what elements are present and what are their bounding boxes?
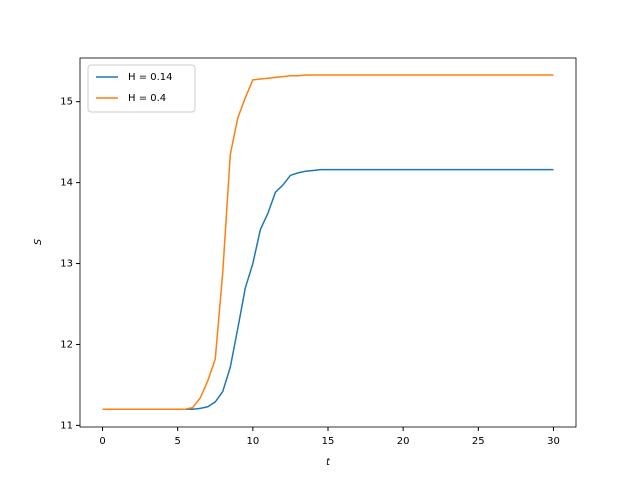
x-tick-label: 25 — [472, 436, 485, 447]
y-tick-label: 12 — [60, 339, 73, 350]
y-tick-label: 15 — [60, 97, 73, 108]
y-tick-label: 14 — [60, 178, 73, 189]
legend-label: H = 0.14 — [128, 72, 173, 83]
line-series — [102, 168, 554, 410]
x-axis-label: t — [326, 457, 331, 468]
y-tick-label: 11 — [60, 420, 73, 431]
x-tick-label: 10 — [246, 436, 259, 447]
x-tick-label: 30 — [547, 436, 560, 447]
x-tick-label: 5 — [175, 436, 181, 447]
legend-label: H = 0.4 — [128, 93, 166, 104]
plot-frame — [79, 57, 577, 428]
x-tick-label: 20 — [397, 436, 410, 447]
line-series — [102, 74, 554, 410]
y-tick-label: 13 — [60, 259, 73, 270]
y-axis-label: S — [33, 238, 44, 245]
x-tick-label: 15 — [322, 436, 335, 447]
x-tick-label: 0 — [99, 436, 105, 447]
